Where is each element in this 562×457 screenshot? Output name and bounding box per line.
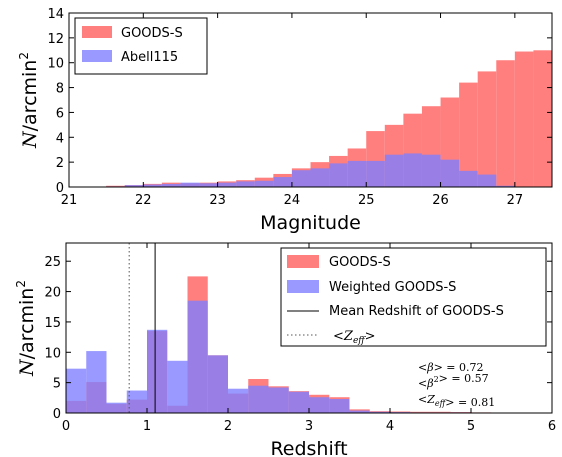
- x-tick-label: 4: [386, 419, 394, 434]
- x-tick-label: 2: [224, 419, 232, 434]
- magnitude-histogram-panel: 21 22 23 24 25 26 2702468101214MagnitudeN/arcm…: [17, 7, 553, 234]
- legend-swatch: [287, 280, 319, 293]
- y-tick-label: 6: [56, 106, 64, 121]
- histogram-bar: [268, 387, 289, 413]
- histogram-bar: [66, 368, 87, 413]
- x-tick-label: 27: [507, 193, 524, 208]
- legend-label: GOODS-S: [329, 255, 391, 270]
- histogram-bar: [496, 60, 515, 187]
- redshift-histogram-panel: 0 1 2 3 4 5 6 0 5 10 15 20 25 Redshift N/arcmin2 GOODS-…: [14, 242, 556, 457]
- histogram-bar: [329, 163, 348, 187]
- histogram-bar: [477, 71, 497, 187]
- y-tick-label: 5: [53, 377, 61, 392]
- annotation-block: <β> = 0.72<β2> = 0.57 <Zeff> = 0.81: [418, 361, 495, 409]
- legend-label: Mean Redshift of GOODS-S: [329, 304, 504, 319]
- histogram-bar: [477, 174, 497, 187]
- x-tick-label: 26: [432, 193, 449, 208]
- histogram-bar: [199, 183, 218, 187]
- legend-label: GOODS-S: [121, 26, 183, 41]
- legend: GOODS-S Weighted GOODS-S Mean Redshift of …: [280, 247, 547, 347]
- histogram-bar: [533, 50, 552, 187]
- annotation-text: <β2> = 0.57: [418, 372, 489, 390]
- histogram-bar: [288, 391, 309, 413]
- histogram-bar: [384, 154, 404, 187]
- histogram-bar: [421, 154, 441, 187]
- legend-swatch: [82, 26, 112, 38]
- y-tick-label: 25: [44, 255, 61, 270]
- annotation-text: <β> = 0.72: [418, 361, 484, 374]
- histogram-bar: [207, 355, 228, 413]
- x-axis-label: Redshift: [270, 438, 347, 457]
- x-tick-label: 1: [143, 419, 151, 434]
- x-tick-label: 6: [548, 419, 556, 434]
- y-tick-label: 20: [44, 286, 61, 301]
- histogram-bar: [236, 181, 255, 187]
- y-axis-label: N/arcmin2: [14, 280, 38, 377]
- plot-area: [66, 276, 492, 413]
- histogram-bar: [310, 168, 330, 187]
- histogram-bar: [496, 185, 515, 187]
- y-tick-label: 0: [53, 407, 61, 422]
- legend-swatch: [287, 255, 319, 268]
- histogram-bar: [366, 160, 385, 187]
- x-tick-label: 25: [358, 193, 375, 208]
- legend-swatch: [82, 50, 112, 62]
- histogram-bar: [161, 183, 181, 187]
- x-tick-label: 3: [305, 419, 313, 434]
- histogram-bar: [254, 180, 274, 187]
- histogram-bar: [180, 182, 200, 187]
- legend-label: Abell115: [121, 50, 178, 65]
- histogram-bar: [217, 182, 237, 187]
- y-tick-label: 12: [47, 32, 64, 47]
- y-tick-label: 0: [56, 181, 64, 196]
- x-tick-label: 5: [467, 419, 475, 434]
- histogram-bar: [291, 170, 311, 187]
- histogram-bar: [440, 159, 460, 187]
- plot-area: [106, 50, 552, 187]
- axes-frame: [68, 12, 553, 188]
- histogram-bar: [514, 51, 534, 187]
- y-tick-label: 4: [56, 131, 64, 146]
- x-tick-label: 24: [284, 193, 301, 208]
- histogram-bar: [143, 184, 162, 187]
- y-tick-label: 15: [44, 316, 61, 331]
- histogram-bar: [187, 300, 208, 413]
- series-weighted-goods-s: [66, 300, 492, 413]
- legend-box: [280, 247, 547, 347]
- x-tick-label: 22: [135, 193, 152, 208]
- histogram-bar: [347, 160, 367, 187]
- legend: GOODS-S Abell115: [74, 17, 208, 75]
- histogram-bar: [147, 329, 168, 413]
- y-tick-label: 10: [44, 346, 61, 361]
- histogram-bar: [459, 170, 478, 187]
- histogram-bar: [309, 397, 330, 413]
- histogram-bar: [124, 185, 144, 187]
- x-axis-label: Magnitude: [260, 212, 361, 234]
- legend-label: Weighted GOODS-S: [329, 280, 456, 295]
- legend-label: <Zeff>: [333, 329, 376, 346]
- x-tick-label: 23: [209, 193, 226, 208]
- histogram-bar: [403, 153, 422, 187]
- x-tick-label: 21: [61, 193, 78, 208]
- annotation-text: <Zeff> = 0.81: [418, 393, 495, 409]
- histogram-bar: [329, 399, 350, 413]
- x-tick-label: 0: [62, 419, 70, 434]
- histogram-bar: [459, 82, 478, 187]
- histogram-bar: [273, 177, 292, 187]
- histogram-bar: [369, 411, 390, 413]
- y-axis-label: N/arcmin2: [17, 52, 41, 149]
- histogram-bar: [126, 390, 147, 413]
- y-tick-label: 14: [47, 7, 64, 22]
- histogram-bar: [86, 351, 107, 413]
- histogram-bar: [248, 385, 269, 413]
- histogram-bar: [106, 402, 127, 413]
- histogram-bar: [349, 410, 370, 413]
- histogram-bar: [167, 360, 188, 413]
- y-tick-label: 10: [47, 57, 64, 72]
- y-tick-label: 2: [56, 156, 64, 171]
- histogram-bar: [228, 388, 249, 413]
- y-tick-label: 8: [56, 82, 64, 97]
- series-abell115: [106, 153, 515, 187]
